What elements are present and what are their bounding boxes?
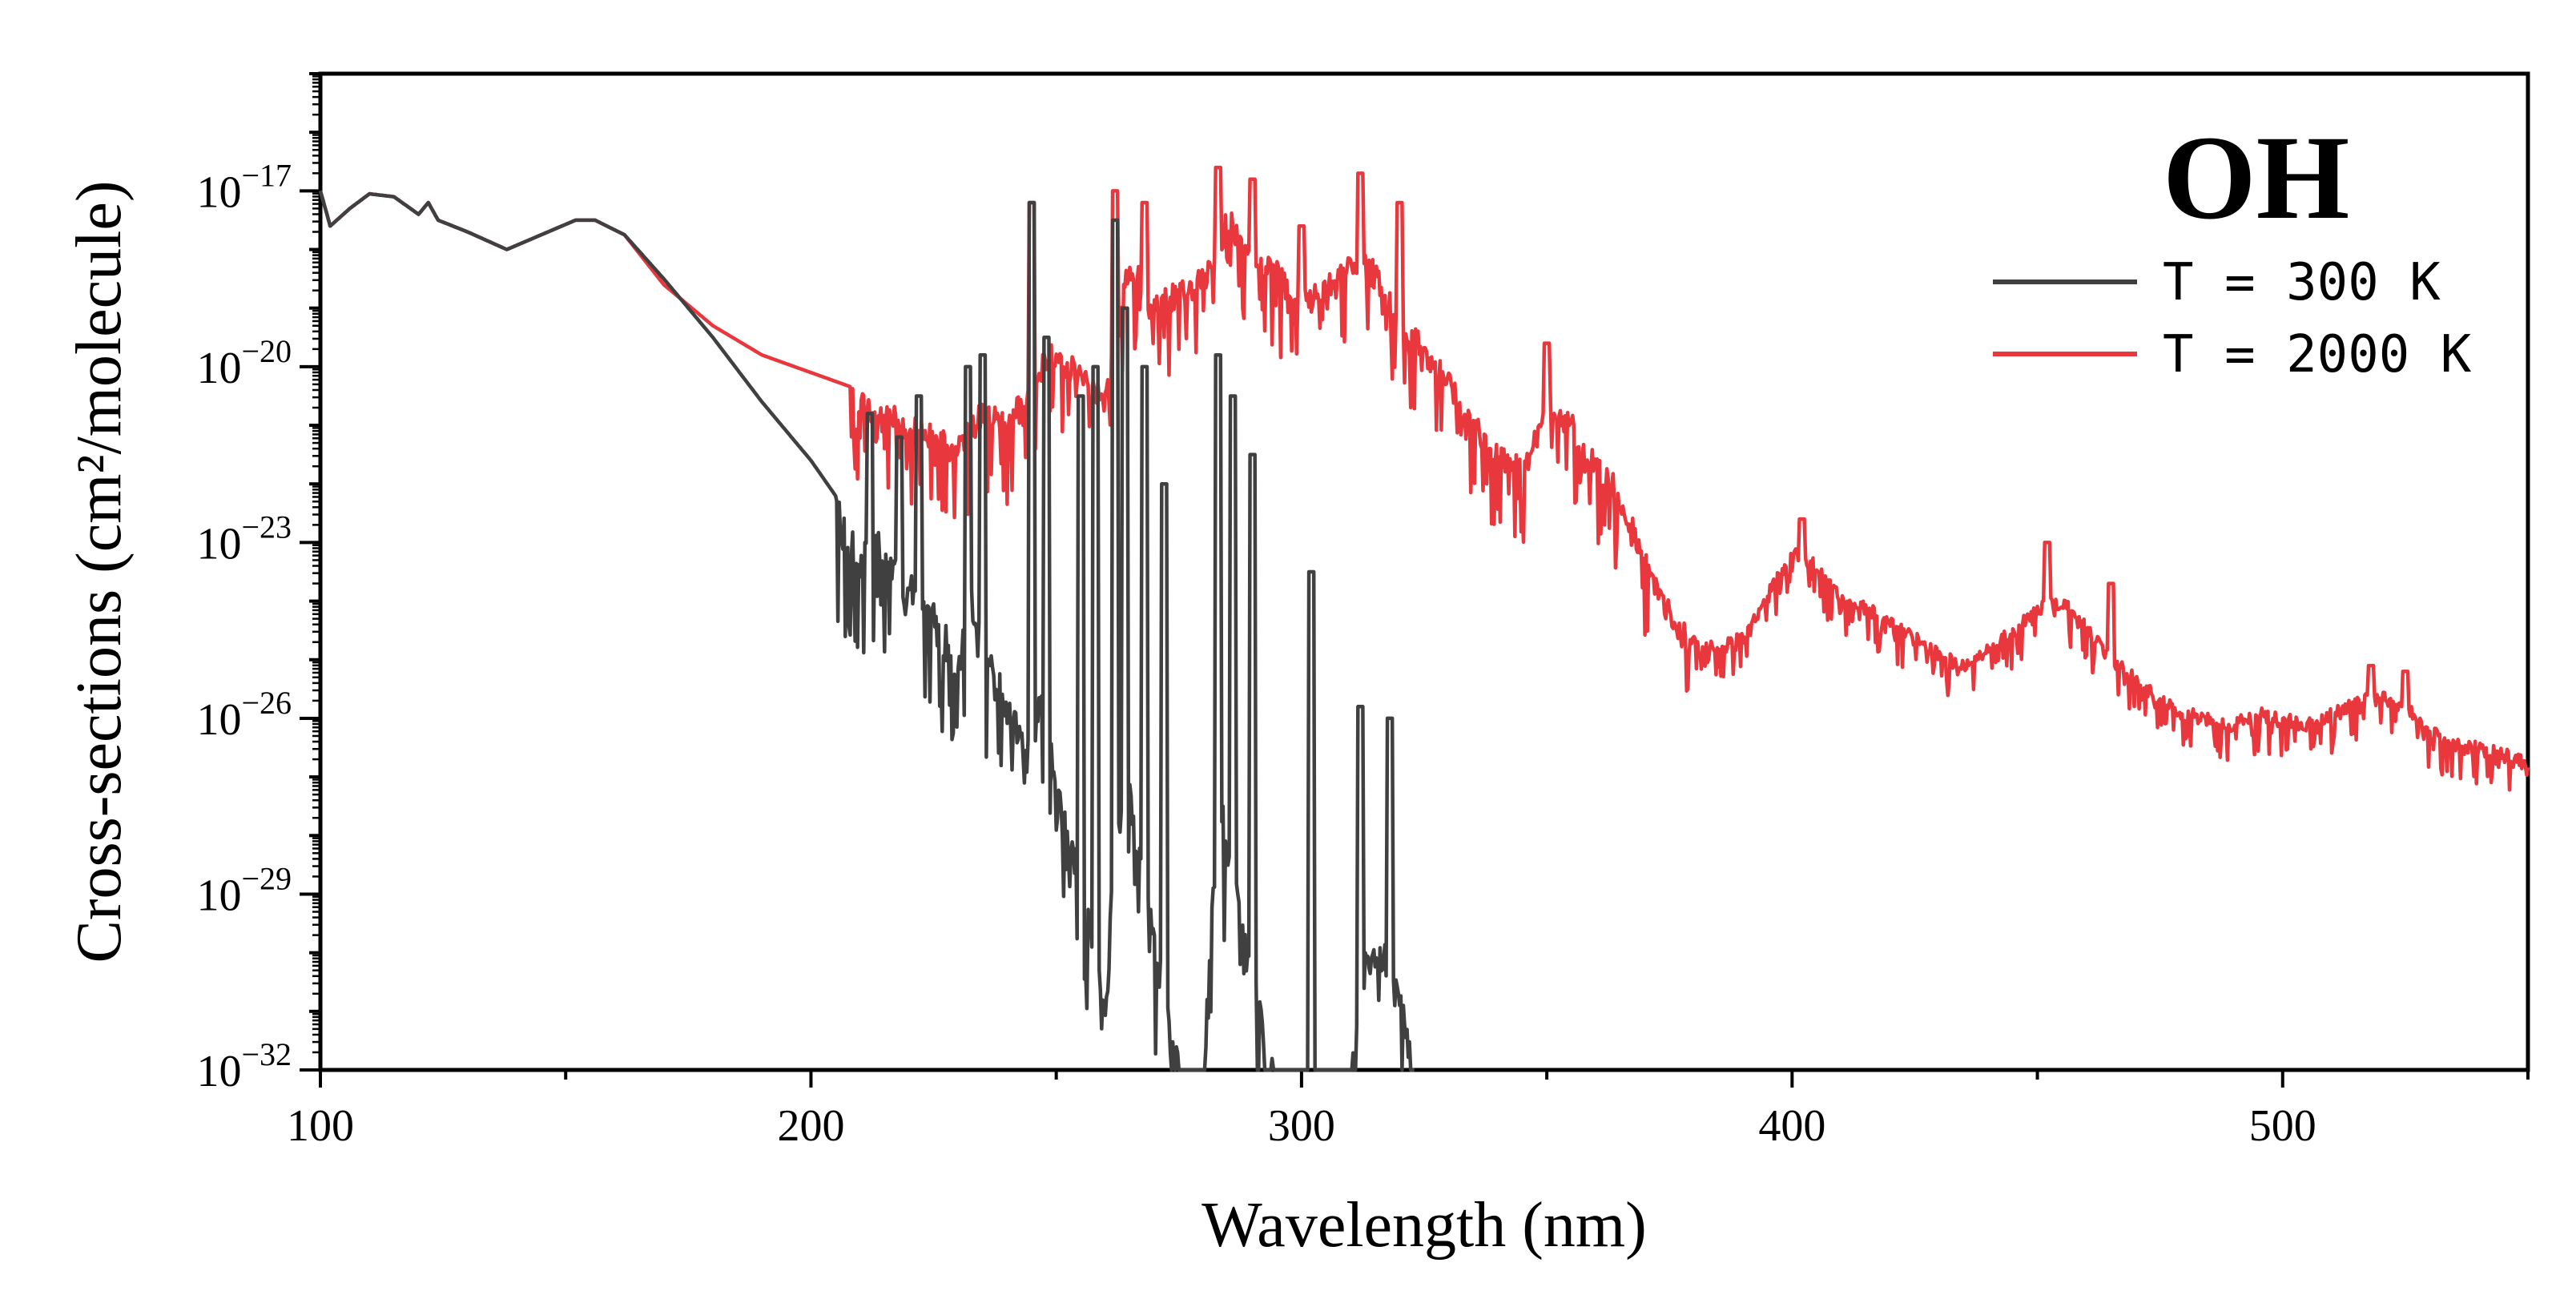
legend-label-300k: T = 300 K [2163, 253, 2441, 312]
x-axis-title: Wavelength (nm) [1201, 1190, 1647, 1261]
y-tick-label: 10−20 [196, 333, 292, 393]
series-line-1 [318, 165, 2530, 792]
x-tick-label: 200 [777, 1101, 844, 1151]
y-tick-label: 10−26 [196, 685, 292, 745]
legend-label-2000k: T = 2000 K [2163, 325, 2472, 384]
x-tick-labels: 100 200 300 400 500 [287, 1101, 2316, 1151]
chart-annotation: OH [2163, 111, 2349, 244]
y-tick-label: 10−23 [196, 509, 292, 569]
x-tick-label: 100 [287, 1101, 354, 1151]
x-tick-label: 400 [1758, 1101, 1825, 1151]
legend: T = 300 K T = 2000 K [1993, 253, 2472, 384]
axis-ticks [300, 72, 2530, 1088]
y-axis-title: Cross-sections (cm²/molecule) [64, 180, 135, 963]
y-tick-label: 10−17 [196, 157, 292, 217]
x-tick-label: 500 [2249, 1101, 2316, 1151]
y-tick-label: 10−29 [196, 860, 292, 920]
y-tick-labels: 10−17 10−20 10−23 10−26 10−29 10−32 [196, 157, 292, 1096]
plot-frame [318, 71, 2530, 1072]
x-tick-label: 300 [1268, 1101, 1335, 1151]
series-layer [318, 165, 2530, 1072]
y-tick-label: 10−32 [196, 1036, 292, 1096]
series-line-0 [318, 190, 1415, 1072]
